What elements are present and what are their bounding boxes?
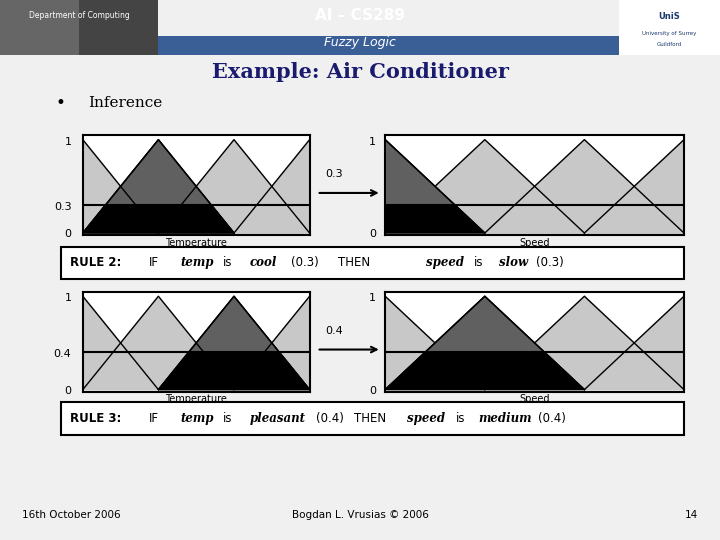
Text: (0.4): (0.4) <box>316 412 343 426</box>
Text: is: is <box>474 256 483 269</box>
Polygon shape <box>7 140 158 233</box>
Polygon shape <box>585 296 720 390</box>
Text: 0.4: 0.4 <box>54 349 71 359</box>
X-axis label: Speed: Speed <box>519 394 550 404</box>
Text: temp: temp <box>181 256 214 269</box>
Text: •: • <box>55 93 66 112</box>
Text: cool: cool <box>250 256 277 269</box>
Text: Inference: Inference <box>89 96 163 110</box>
Polygon shape <box>158 296 310 390</box>
X-axis label: Temperature: Temperature <box>166 394 227 404</box>
Text: 0.4: 0.4 <box>325 326 343 335</box>
Polygon shape <box>425 296 544 352</box>
Text: 16th October 2006: 16th October 2006 <box>22 510 120 520</box>
Polygon shape <box>234 296 385 390</box>
FancyBboxPatch shape <box>60 247 685 279</box>
Polygon shape <box>485 296 684 390</box>
Text: slow: slow <box>498 256 528 269</box>
Polygon shape <box>83 205 234 233</box>
Polygon shape <box>286 296 485 390</box>
Polygon shape <box>585 140 720 233</box>
Text: Example: Air Conditioner: Example: Air Conditioner <box>212 62 508 82</box>
Text: pleasant: pleasant <box>250 412 306 426</box>
Bar <box>619 0 720 55</box>
Text: 0: 0 <box>65 229 71 239</box>
Text: is: is <box>223 412 233 426</box>
Text: temp: temp <box>181 412 214 426</box>
Text: is: is <box>456 412 465 426</box>
Text: speed: speed <box>426 256 464 269</box>
Text: 1: 1 <box>369 293 377 303</box>
Polygon shape <box>385 140 585 233</box>
Bar <box>0 36 720 55</box>
Text: Guildford: Guildford <box>657 42 683 46</box>
Text: 1: 1 <box>65 293 71 303</box>
X-axis label: Temperature: Temperature <box>166 238 227 248</box>
Text: is: is <box>223 256 233 269</box>
Polygon shape <box>234 140 385 233</box>
Text: 0.3: 0.3 <box>54 202 71 212</box>
Text: 0.3: 0.3 <box>325 169 343 179</box>
Polygon shape <box>385 352 585 390</box>
Text: speed: speed <box>408 412 446 426</box>
Text: (0.3): (0.3) <box>291 256 318 269</box>
Text: 1: 1 <box>369 137 377 146</box>
Polygon shape <box>83 296 234 390</box>
Text: Fuzzy Logic: Fuzzy Logic <box>324 37 396 50</box>
Text: 1: 1 <box>65 137 71 146</box>
Text: Department of Computing: Department of Computing <box>29 11 130 20</box>
Text: 0: 0 <box>65 386 71 395</box>
FancyBboxPatch shape <box>60 402 685 435</box>
Text: 0: 0 <box>369 386 377 395</box>
Polygon shape <box>83 140 234 233</box>
Polygon shape <box>485 140 684 233</box>
Polygon shape <box>158 140 310 233</box>
Bar <box>0 0 79 55</box>
Polygon shape <box>385 140 455 205</box>
Polygon shape <box>7 296 158 390</box>
Text: University of Surrey: University of Surrey <box>642 31 697 36</box>
Text: (0.4): (0.4) <box>539 412 566 426</box>
Text: AI – CS289: AI – CS289 <box>315 8 405 23</box>
Text: RULE 2:: RULE 2: <box>71 256 122 269</box>
Text: 14: 14 <box>685 510 698 520</box>
Text: RULE 3:: RULE 3: <box>71 412 122 426</box>
Text: THEN: THEN <box>354 412 386 426</box>
Polygon shape <box>385 205 485 233</box>
X-axis label: Speed: Speed <box>519 238 550 248</box>
Text: IF: IF <box>149 256 159 269</box>
Polygon shape <box>158 352 310 390</box>
Text: 0: 0 <box>369 229 377 239</box>
Text: medium: medium <box>479 412 532 426</box>
Text: THEN: THEN <box>338 256 370 269</box>
Text: (0.3): (0.3) <box>536 256 564 269</box>
Text: Bogdan L. Vrusias © 2006: Bogdan L. Vrusias © 2006 <box>292 510 428 520</box>
Text: UniS: UniS <box>659 12 680 21</box>
Text: IF: IF <box>149 412 159 426</box>
Bar <box>0 0 158 55</box>
